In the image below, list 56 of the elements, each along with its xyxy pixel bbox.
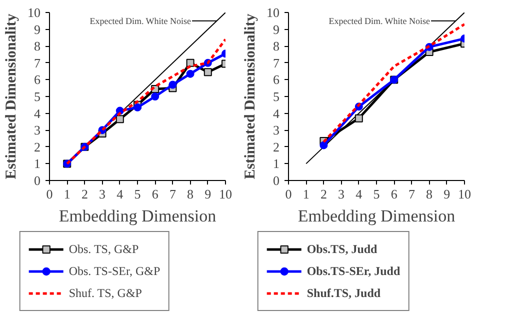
y-tick-label: 6 xyxy=(273,72,280,88)
x-tick-label: 5 xyxy=(373,186,380,202)
legend-label: Obs.TS-SEr, Judd xyxy=(306,262,400,280)
y-tick-label: 7 xyxy=(34,55,41,70)
y-tick-label: 1 xyxy=(273,156,280,172)
y-tick-label: 10 xyxy=(28,5,40,20)
x-tick-label: 1 xyxy=(302,186,310,202)
x-axis-title: Embedding Dimension xyxy=(58,206,217,226)
y-tick-label: 6 xyxy=(34,72,41,88)
x-tick-label: 6 xyxy=(152,186,159,202)
x-tick-label: 9 xyxy=(444,186,450,202)
x-tick-label: 7 xyxy=(169,186,176,202)
x-tick-label: 10 xyxy=(458,186,471,202)
y-tick-label: 9 xyxy=(34,22,40,37)
y-tick-label: 5 xyxy=(34,89,40,104)
y-tick-label: 8 xyxy=(34,38,40,54)
x-axis-title: Embedding Dimension xyxy=(298,206,456,226)
y-axis-title: Estimated Dimensionality xyxy=(242,13,258,180)
y-axis-title: Estimated Dimensionality xyxy=(4,13,20,180)
x-tick-label: 3 xyxy=(99,186,106,202)
x-tick-label: 7 xyxy=(408,186,416,202)
legend-label: Obs. TS, G&P xyxy=(68,240,139,258)
y-tick-label: 0 xyxy=(34,173,40,188)
legend-label: Shuf.TS, Judd xyxy=(306,284,381,302)
x-tick-label: 3 xyxy=(338,186,345,202)
y-tick-label: 3 xyxy=(34,122,40,138)
x-tick-label: 0 xyxy=(46,186,53,202)
annotation: Expected Dim. White Noise xyxy=(90,16,192,26)
x-tick-label: 4 xyxy=(116,186,124,202)
legend-label: Shuf. TS, G&P xyxy=(68,284,142,302)
y-tick-label: 3 xyxy=(273,122,280,138)
y-tick-label: 4 xyxy=(273,106,280,121)
annotation: Expected Dim. White Noise xyxy=(328,16,430,26)
legend-label: Obs.TS, Judd xyxy=(306,240,378,258)
x-tick-label: 8 xyxy=(187,186,194,202)
legend-label: Obs. TS-SEr, G&P xyxy=(68,262,160,280)
x-tick-label: 9 xyxy=(204,186,212,202)
x-tick-label: 2 xyxy=(320,186,327,202)
x-tick-label: 2 xyxy=(81,186,88,202)
y-tick-label: 7 xyxy=(273,55,280,70)
x-tick-label: 1 xyxy=(64,186,70,202)
y-tick-label: 8 xyxy=(273,38,280,54)
y-tick-label: 4 xyxy=(34,106,41,121)
y-tick-label: 1 xyxy=(34,156,40,172)
x-tick-label: 6 xyxy=(390,186,398,202)
y-tick-label: 0 xyxy=(273,173,280,188)
y-tick-label: 9 xyxy=(273,22,280,37)
y-tick-label: 5 xyxy=(273,89,280,104)
x-tick-label: 8 xyxy=(426,186,433,202)
x-tick-label: 0 xyxy=(285,186,292,202)
y-tick-label: 2 xyxy=(34,139,40,154)
x-tick-label: 5 xyxy=(134,186,141,202)
y-tick-label: 10 xyxy=(266,5,280,20)
y-tick-label: 2 xyxy=(273,139,280,154)
x-tick-label: 4 xyxy=(356,186,363,202)
x-tick-label: 10 xyxy=(219,186,232,202)
